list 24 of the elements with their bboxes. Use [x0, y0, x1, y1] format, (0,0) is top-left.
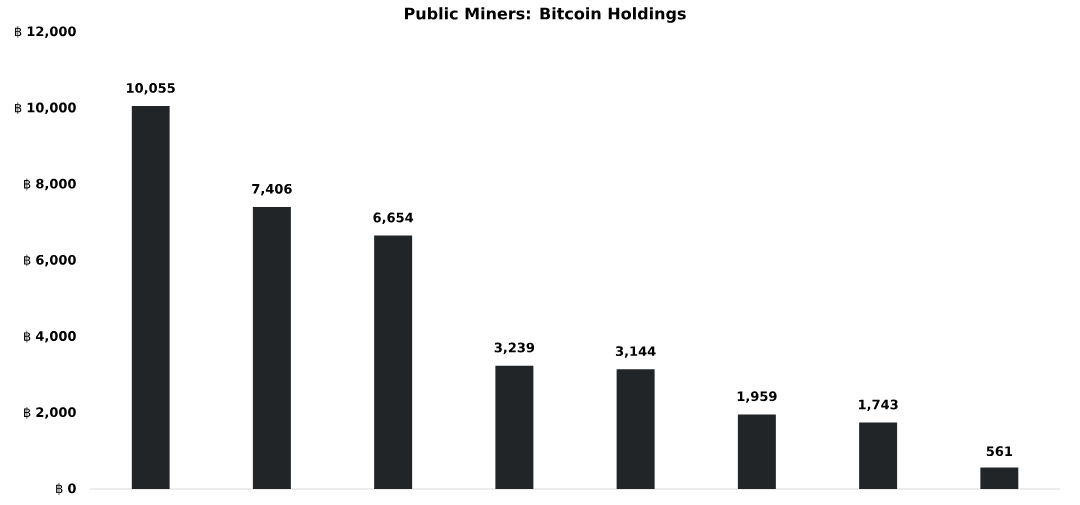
- data-label: 561: [986, 446, 1013, 457]
- bar: [131, 106, 170, 489]
- y-tick-label: ฿ 4,000: [24, 330, 76, 343]
- data-label: 7,406: [252, 183, 292, 196]
- bar: [495, 365, 534, 489]
- bar: [980, 467, 1019, 489]
- y-tick-label: ฿ 12,000: [15, 26, 76, 38]
- y-tick-label: ฿ 6,000: [24, 254, 76, 267]
- data-label: 6,654: [373, 212, 414, 225]
- y-tick-label: ฿ 2,000: [24, 406, 76, 419]
- y-tick-label: ฿ 0: [56, 483, 76, 495]
- bar: [374, 235, 413, 489]
- chart-title: Public Miners: Bitcoin Holdings: [405, 7, 686, 23]
- data-label: 3,144: [615, 346, 656, 358]
- data-label: 1,743: [859, 399, 898, 412]
- bar: [737, 414, 776, 489]
- bar: [616, 369, 655, 489]
- bar: [252, 206, 291, 489]
- y-tick-label: ฿ 10,000: [15, 102, 76, 115]
- bar: [859, 422, 898, 489]
- data-label: 3,239: [494, 342, 535, 355]
- data-label: 1,959: [737, 391, 777, 403]
- y-tick-label: ฿ 8,000: [24, 178, 76, 191]
- data-label: 10,055: [127, 83, 175, 95]
